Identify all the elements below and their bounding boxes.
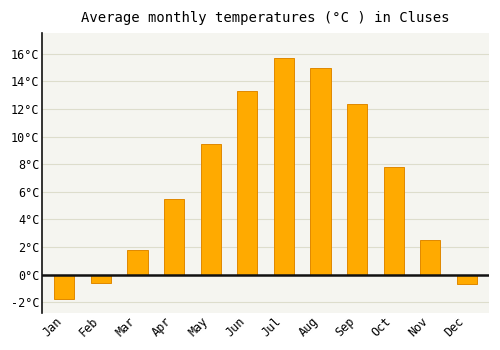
- Bar: [384, 167, 404, 275]
- Bar: [91, 275, 111, 283]
- Bar: [164, 199, 184, 275]
- Bar: [200, 144, 221, 275]
- Bar: [420, 240, 440, 275]
- Title: Average monthly temperatures (°C ) in Cluses: Average monthly temperatures (°C ) in Cl…: [82, 11, 450, 25]
- Bar: [310, 68, 330, 275]
- Bar: [274, 58, 294, 275]
- Bar: [54, 275, 74, 299]
- Bar: [128, 250, 148, 275]
- Bar: [238, 91, 258, 275]
- Bar: [347, 104, 367, 275]
- Bar: [457, 275, 477, 284]
